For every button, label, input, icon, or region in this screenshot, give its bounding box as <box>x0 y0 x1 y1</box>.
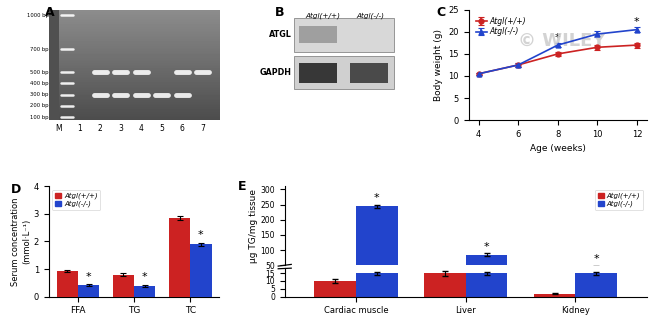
Text: 200 bp: 200 bp <box>31 103 49 109</box>
Bar <box>169 218 190 297</box>
Bar <box>190 244 211 297</box>
Text: *: * <box>484 242 489 252</box>
Bar <box>424 273 466 297</box>
Text: *: * <box>374 193 380 203</box>
Text: B: B <box>275 7 285 20</box>
Bar <box>78 285 99 297</box>
Text: 1: 1 <box>77 124 82 133</box>
Bar <box>356 273 398 297</box>
Text: *: * <box>555 33 560 43</box>
Bar <box>112 274 134 297</box>
Legend: Atgl(+/+), Atgl(-/-): Atgl(+/+), Atgl(-/-) <box>595 190 644 210</box>
Bar <box>294 56 394 89</box>
Text: D: D <box>11 183 21 196</box>
Bar <box>294 18 394 52</box>
Text: 1000 bp: 1000 bp <box>27 13 49 18</box>
Text: 7: 7 <box>200 124 205 133</box>
Legend: Atgl(+/+), Atgl(-/-): Atgl(+/+), Atgl(-/-) <box>473 14 529 39</box>
Text: 2: 2 <box>98 124 103 133</box>
Text: M: M <box>56 124 62 133</box>
Legend: Atgl(+/+), Atgl(-/-): Atgl(+/+), Atgl(-/-) <box>52 190 101 210</box>
Y-axis label: μg TG/mg tissue: μg TG/mg tissue <box>248 189 257 263</box>
Text: C: C <box>437 7 446 20</box>
Bar <box>134 286 155 297</box>
Text: 500 bp: 500 bp <box>31 69 49 75</box>
Text: *: * <box>593 254 599 264</box>
Text: 6: 6 <box>180 124 185 133</box>
Text: E: E <box>238 180 246 193</box>
X-axis label: Age (weeks): Age (weeks) <box>530 144 586 154</box>
Text: Atgl(+/+): Atgl(+/+) <box>306 12 340 19</box>
Bar <box>350 63 388 82</box>
Text: *: * <box>634 17 640 27</box>
Bar <box>575 267 617 280</box>
Y-axis label: Serum concentration
(mmol·L⁻¹): Serum concentration (mmol·L⁻¹) <box>12 197 31 286</box>
Bar <box>534 293 575 297</box>
Text: 3: 3 <box>118 124 123 133</box>
Bar <box>356 206 398 280</box>
Bar <box>299 26 337 43</box>
Text: Atgl(-/-): Atgl(-/-) <box>356 12 384 19</box>
Text: 100 bp: 100 bp <box>31 115 49 120</box>
Text: *: * <box>198 230 203 240</box>
Bar <box>466 273 508 297</box>
Bar <box>299 63 337 82</box>
Text: 4: 4 <box>139 124 144 133</box>
Bar <box>57 271 78 297</box>
Text: *: * <box>86 272 92 282</box>
Bar <box>575 273 617 297</box>
Bar <box>466 255 508 280</box>
Text: 300 bp: 300 bp <box>31 92 49 97</box>
Bar <box>315 281 356 297</box>
Y-axis label: Body weight (g): Body weight (g) <box>434 29 443 101</box>
Text: *: * <box>142 272 148 282</box>
Text: 400 bp: 400 bp <box>31 81 49 86</box>
Text: GAPDH: GAPDH <box>260 68 292 77</box>
Text: A: A <box>46 7 55 20</box>
Bar <box>424 268 466 280</box>
Text: 5: 5 <box>159 124 164 133</box>
Text: 700 bp: 700 bp <box>31 47 49 52</box>
Text: © WILEY: © WILEY <box>517 32 605 50</box>
Text: ATGL: ATGL <box>269 30 292 38</box>
